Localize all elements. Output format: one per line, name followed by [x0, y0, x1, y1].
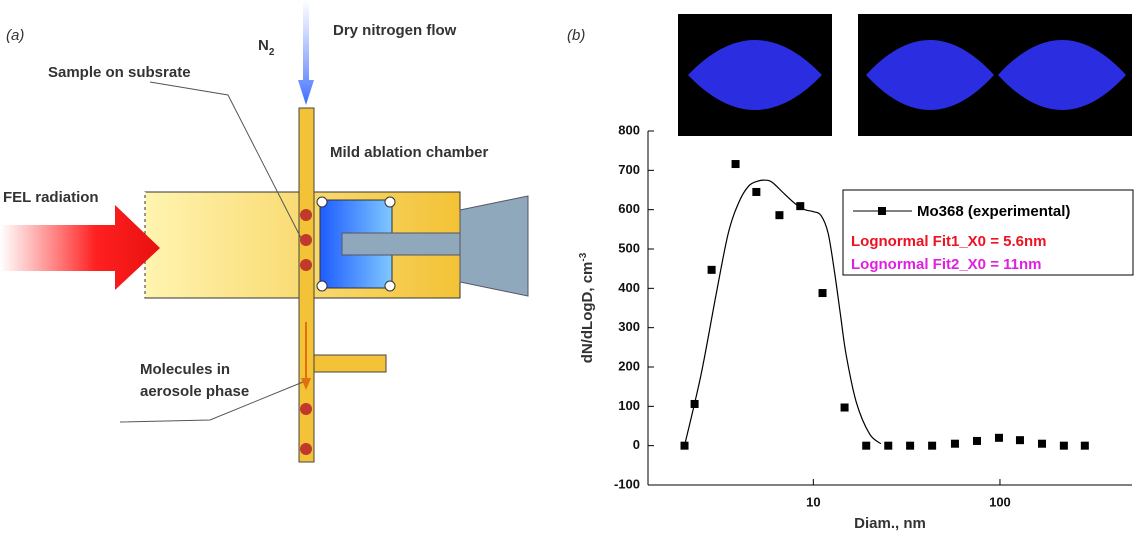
x-tick-label: 100 [989, 494, 1011, 509]
y-label: dN/dLogD, cm [579, 262, 596, 364]
molecules-label: aerosole phase [140, 383, 249, 400]
seal [385, 197, 395, 207]
molecule-images [678, 14, 1132, 136]
seal [317, 281, 327, 291]
y-tick-label: -100 [614, 476, 640, 491]
y-tick-label: 0 [633, 437, 640, 452]
piston-head [460, 196, 528, 296]
y-tick-label: 100 [618, 398, 640, 413]
panel-label: (b) [567, 27, 585, 44]
panel-label: (a) [6, 27, 24, 44]
y-tick-label: 400 [618, 280, 640, 295]
data-point [884, 442, 892, 450]
data-point [775, 211, 783, 219]
legend-note: Lognormal Fit1_X0 = 5.6nm [851, 233, 1046, 250]
figure: (a) N2 Dry nitrogen flow Sample on subsr… [0, 0, 1144, 538]
data-point [862, 442, 870, 450]
fel-arrow [0, 205, 160, 290]
chamber-label: Mild ablation chamber [330, 144, 489, 161]
data-point [732, 160, 740, 168]
data-point [1060, 442, 1068, 450]
molecule-dot [300, 403, 312, 415]
n2: N [258, 37, 269, 54]
data-point [1038, 440, 1046, 448]
flow-arrow [298, 0, 314, 105]
n2-label: N2 [258, 37, 275, 58]
seal [385, 281, 395, 291]
y-tick-label: 500 [618, 240, 640, 255]
legend-note: Lognormal Fit2_X0 = 11nm [851, 256, 1041, 273]
data-point [819, 289, 827, 297]
data-point [708, 266, 716, 274]
diagram: (a) N2 Dry nitrogen flow Sample on subsr… [0, 0, 528, 462]
fel-label: FEL radiation [3, 189, 99, 206]
piston [342, 233, 462, 255]
data-point [906, 442, 914, 450]
side-tube [314, 355, 386, 372]
data-point [928, 442, 936, 450]
y-tick-label: 600 [618, 201, 640, 216]
y-label-sup: -3 [578, 252, 589, 261]
seal [317, 197, 327, 207]
data-point [995, 434, 1003, 442]
y-tick-label: 700 [618, 162, 640, 177]
y-tick-label: 800 [618, 122, 640, 137]
y-axis-label: dN/dLogD, cm-3 [578, 252, 596, 363]
x-tick-label: 10 [806, 494, 820, 509]
flow-label: Dry nitrogen flow [333, 22, 457, 39]
y-tick-label: 200 [618, 358, 640, 373]
x-axis-label: Diam., nm [854, 515, 926, 532]
sample-label: Sample on subsrate [48, 64, 191, 81]
data-point [841, 404, 849, 412]
sample-dot [300, 259, 312, 271]
data-point [951, 440, 959, 448]
sample-dot [300, 209, 312, 221]
data-point [973, 437, 981, 445]
sample-dot [300, 234, 312, 246]
data-point [1081, 442, 1089, 450]
n2-sub: 2 [269, 47, 275, 58]
y-tick-label: 300 [618, 319, 640, 334]
molecule-dot [300, 443, 312, 455]
legend-marker [878, 207, 886, 215]
molecules-label: Molecules in [140, 361, 230, 378]
data-point [752, 188, 760, 196]
data-point [1016, 436, 1024, 444]
legend-label: Mo368 (experimental) [917, 203, 1070, 220]
